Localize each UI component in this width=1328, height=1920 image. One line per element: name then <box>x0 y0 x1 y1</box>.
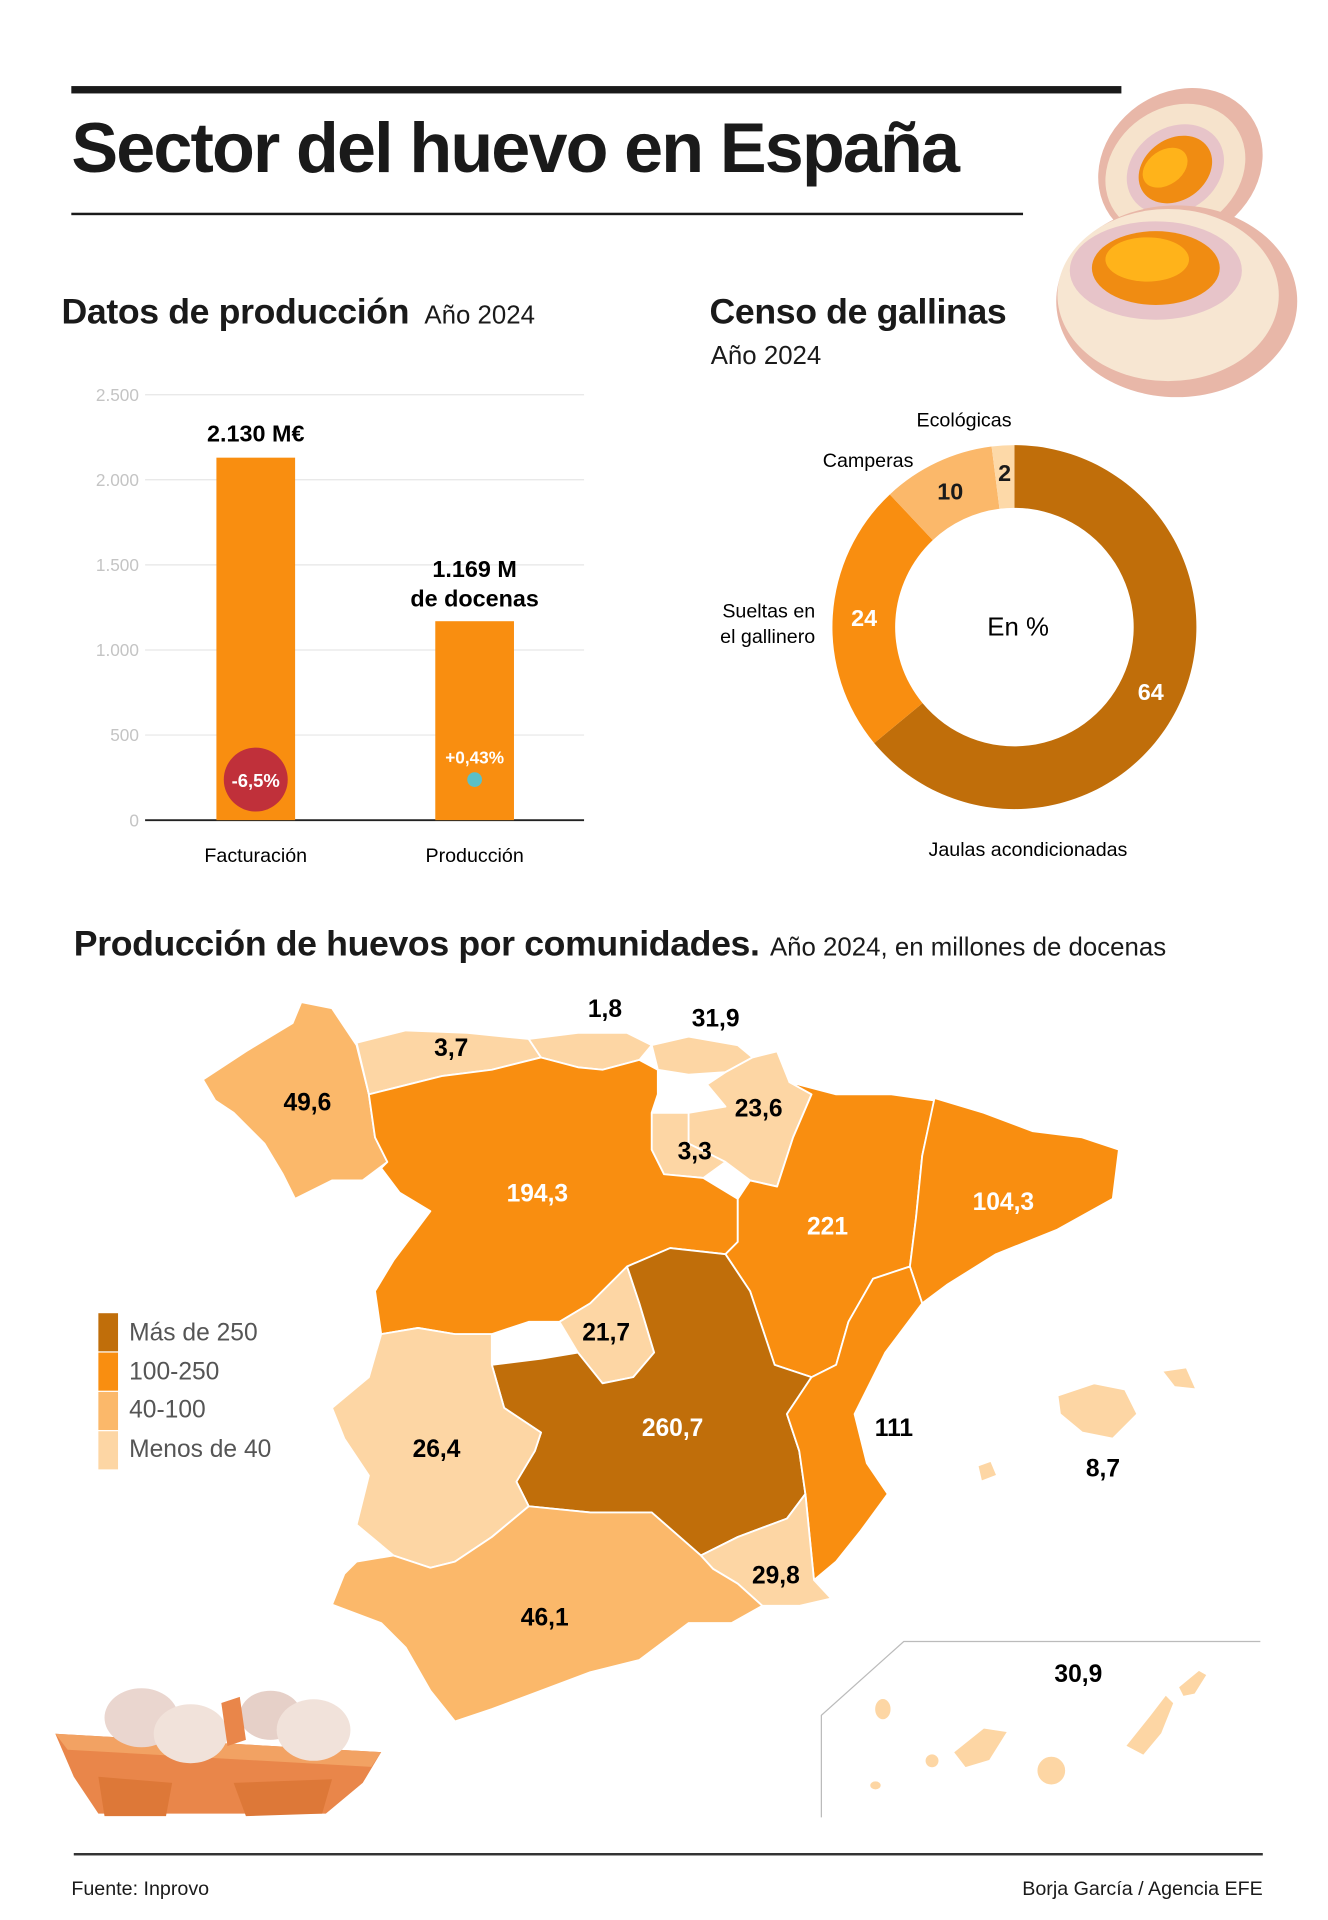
value-extremadura: 26,4 <box>413 1436 461 1463</box>
value-valencia: 111 <box>875 1415 913 1442</box>
census-donut-chart: 64 24 10 2 En % Jaulas acondicionadas Sueltas … <box>720 410 1197 861</box>
x-tick-label: Facturación <box>204 845 307 867</box>
y-tick-label: 1.500 <box>96 555 139 575</box>
production-year: Año 2024 <box>424 301 535 330</box>
donut-center-label: En % <box>987 614 1049 642</box>
legend-swatch-100-250 <box>98 1352 119 1391</box>
slice-category-label: Camperas <box>823 450 914 472</box>
donut-slice <box>832 494 933 744</box>
region-canarias <box>868 1668 1209 1792</box>
egg-carton-illustration <box>55 1688 382 1817</box>
legend-label: Menos de 40 <box>129 1436 272 1464</box>
footer-rule <box>73 1853 1263 1856</box>
source-note: Fuente: Inprovo <box>71 1878 210 1900</box>
change-dot-positive <box>467 772 483 787</box>
value-baleares: 8,7 <box>1086 1456 1120 1483</box>
y-tick-label: 0 <box>129 810 139 830</box>
x-tick-label: Producción <box>425 845 523 867</box>
legend-swatch-40-100 <box>98 1391 119 1431</box>
data-label: 2.130 M€ <box>207 421 304 447</box>
title-rule <box>71 212 1024 216</box>
spain-map: 49,6 3,7 1,8 31,9 23,6 3,3 194,3 221 104… <box>201 996 1261 1818</box>
slice-value-label: 24 <box>851 605 877 631</box>
production-title: Datos de producción <box>61 292 410 332</box>
change-label: -6,5% <box>232 770 280 791</box>
census-title: Censo de gallinas <box>709 292 1007 332</box>
map-subtitle: Año 2024, en millones de docenas <box>769 933 1167 962</box>
slice-category-label: el gallinero <box>720 626 815 648</box>
canarias-inset-border <box>820 1640 1261 1818</box>
census-year: Año 2024 <box>710 341 822 371</box>
legend-label: Más de 250 <box>129 1319 258 1347</box>
donut-slice <box>874 445 1197 810</box>
y-tick-label: 2.000 <box>96 470 139 490</box>
region-valencia <box>786 1265 924 1581</box>
change-badge-negative <box>223 747 288 812</box>
map-heading: Producción de huevos por comunidades. Añ… <box>74 925 1166 966</box>
legend-swatch-more-250 <box>98 1313 119 1352</box>
region-baleares <box>976 1366 1198 1483</box>
bar-produccion <box>435 621 514 821</box>
slice-value-label: 64 <box>1138 679 1164 705</box>
y-tick-label: 2.500 <box>96 385 139 405</box>
value-navarra: 23,6 <box>735 1095 783 1122</box>
value-castilla-la-mancha: 260,7 <box>642 1415 704 1442</box>
region-cataluna <box>908 1097 1120 1305</box>
value-la-rioja: 3,3 <box>678 1139 712 1166</box>
slice-category-label: Jaulas acondicionadas <box>929 839 1128 861</box>
boiled-eggs-illustration <box>1056 87 1298 398</box>
value-asturias: 3,7 <box>434 1035 468 1062</box>
value-canarias: 30,9 <box>1054 1661 1102 1688</box>
value-cataluna: 104,3 <box>973 1189 1035 1216</box>
slice-value-label: 2 <box>998 460 1011 486</box>
data-label: 1.169 M <box>432 556 516 582</box>
donut-slice <box>889 446 1000 541</box>
value-murcia: 29,8 <box>752 1563 800 1590</box>
header-rule <box>71 86 1122 94</box>
value-aragon: 221 <box>807 1214 848 1241</box>
map-title: Producción de huevos por comunidades. <box>73 924 760 965</box>
value-castilla-leon: 194,3 <box>507 1180 569 1207</box>
slice-value-label: 10 <box>937 478 963 504</box>
legend-label: 40-100 <box>129 1396 206 1424</box>
credit-note: Borja García / Agencia EFE <box>1022 1878 1263 1900</box>
change-label: +0,43% <box>445 748 504 768</box>
value-galicia: 49,6 <box>283 1089 331 1116</box>
legend-swatch-less-40 <box>98 1431 119 1470</box>
production-bar-chart: 0 500 1.000 1.500 2.000 2.500 Facturación Produ… <box>96 385 585 867</box>
value-andalucia: 46,1 <box>521 1605 569 1632</box>
value-cantabria: 1,8 <box>588 996 622 1023</box>
value-pais-vasco: 31,9 <box>692 1006 740 1033</box>
slice-category-label: Ecológicas <box>916 410 1011 432</box>
slice-category-label: Sueltas en <box>722 600 815 622</box>
donut-slice <box>991 445 1015 509</box>
value-madrid: 21,7 <box>582 1319 630 1346</box>
legend-label: 100-250 <box>129 1358 220 1386</box>
y-tick-label: 500 <box>110 725 139 745</box>
data-label: de docenas <box>410 585 539 611</box>
production-heading: Datos de producción Año 2024 <box>61 293 535 334</box>
page-title: Sector del huevo en España <box>71 109 960 189</box>
region-andalucia <box>331 1505 764 1723</box>
y-tick-label: 1.000 <box>96 640 139 660</box>
